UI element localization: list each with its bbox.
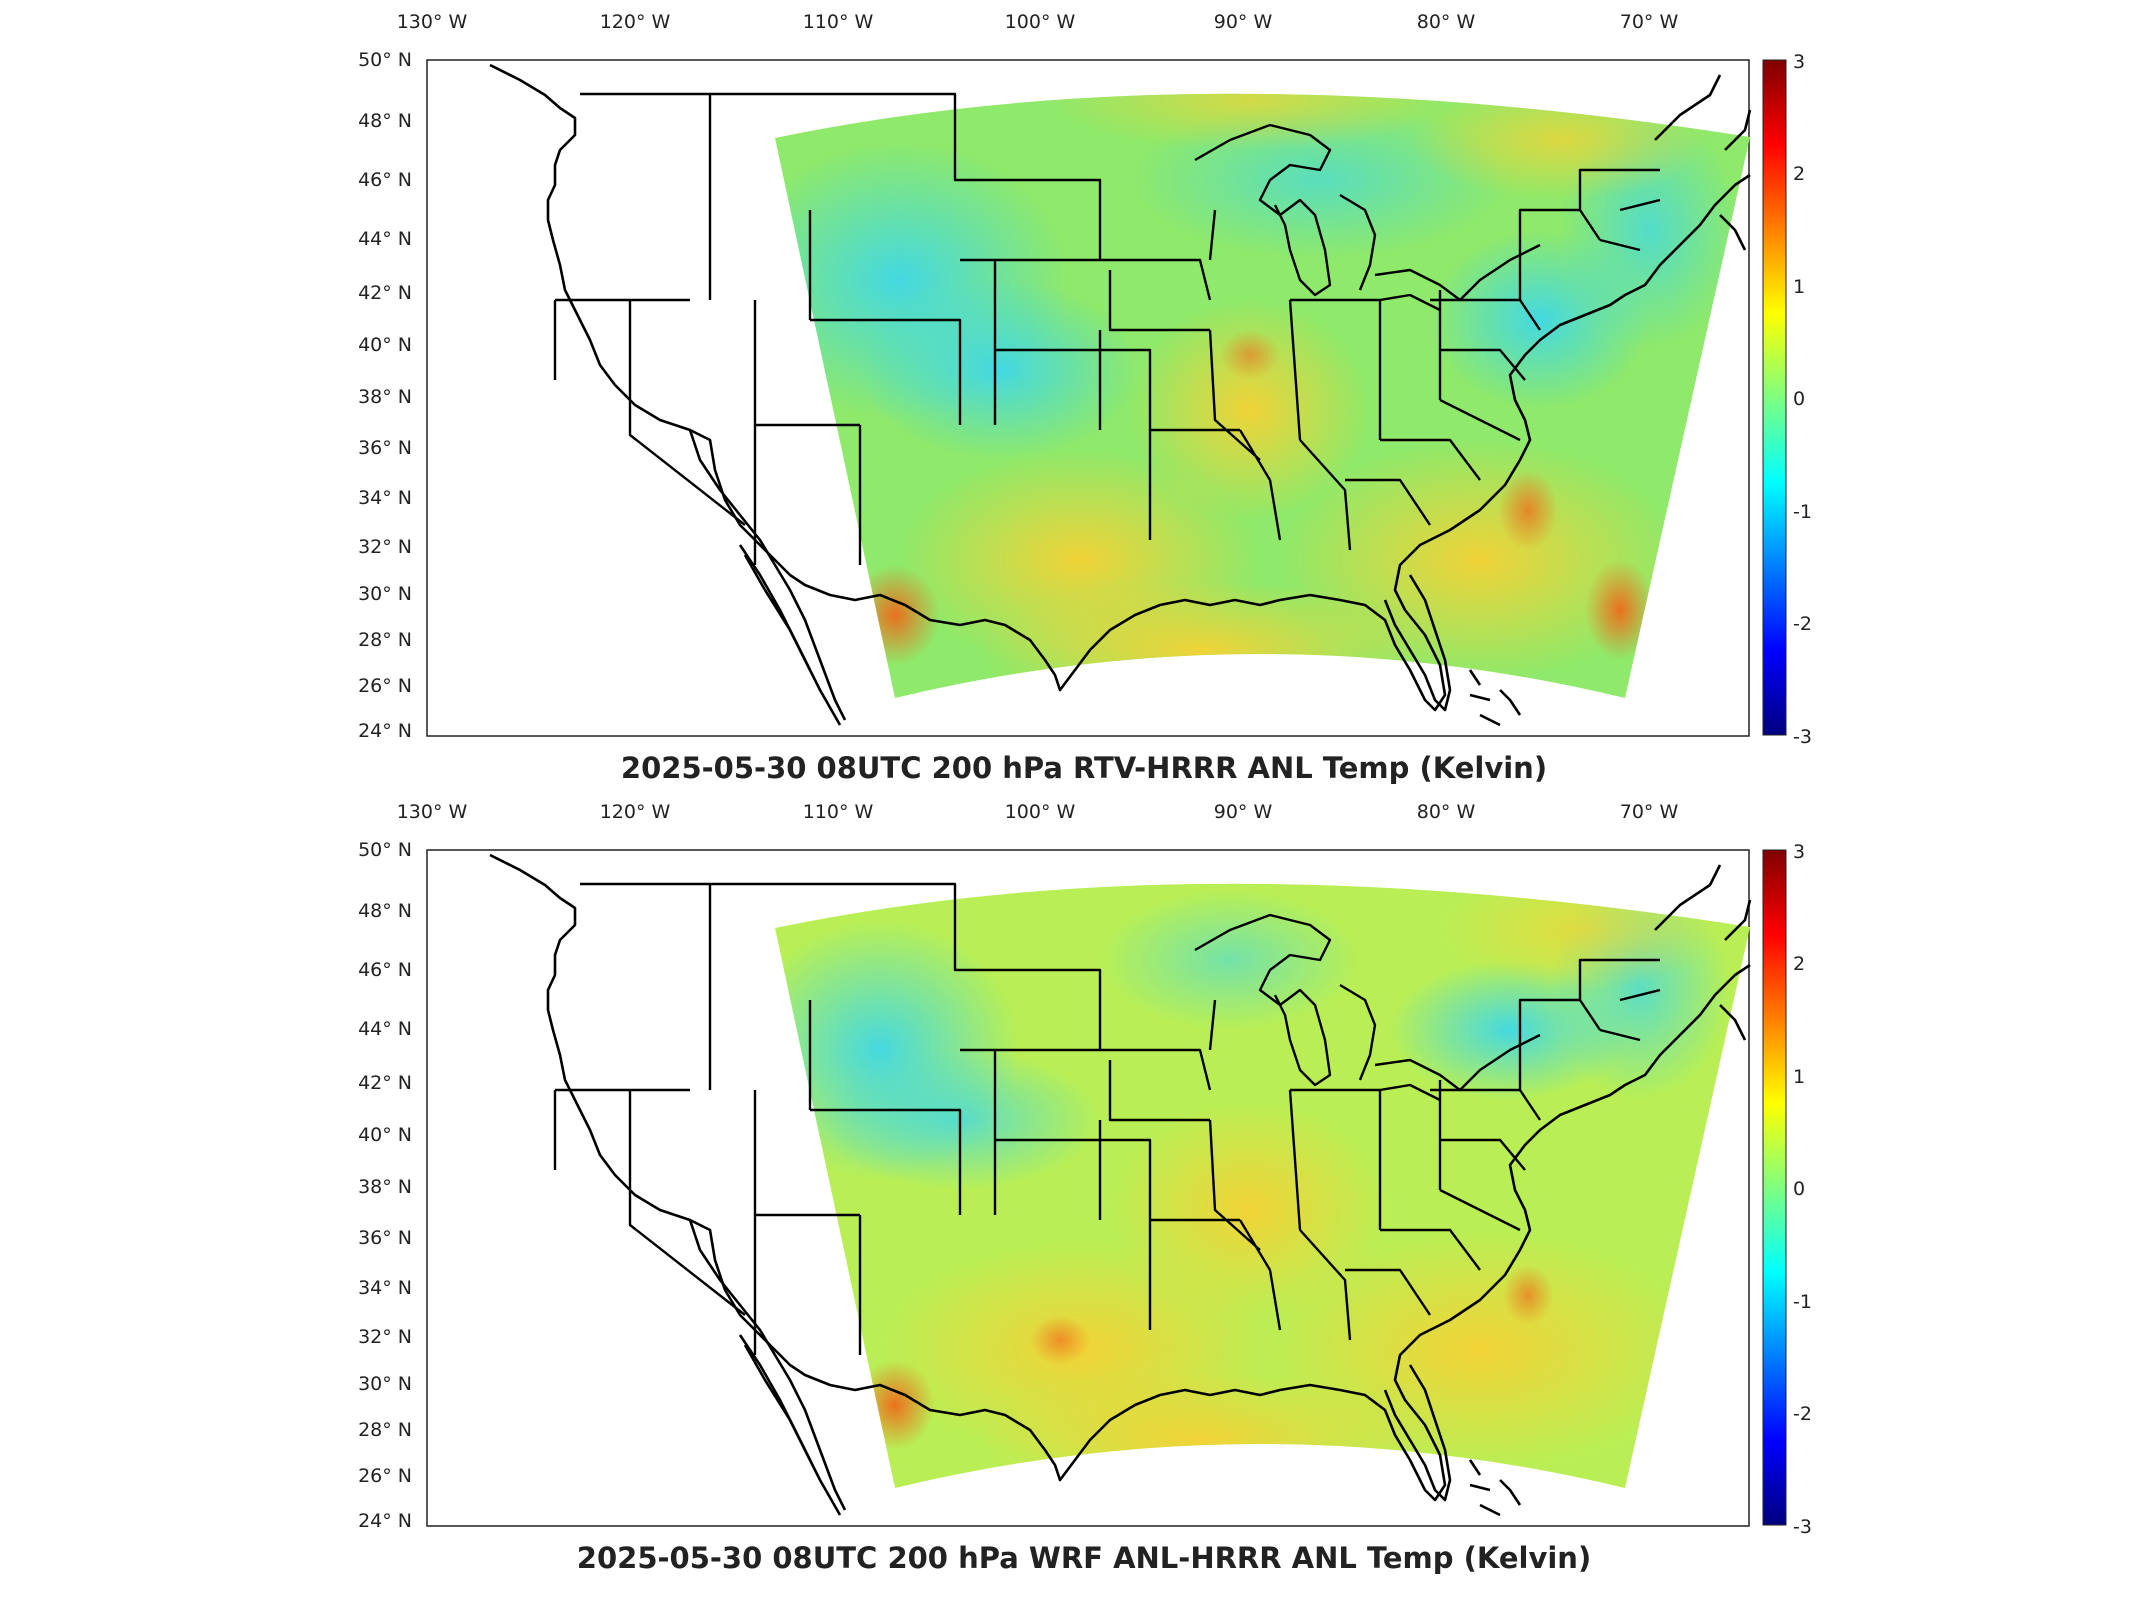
lat-label: 26° N: [358, 1465, 412, 1487]
lat-label: 38° N: [358, 1176, 412, 1198]
colorbar-tick: 2: [1793, 953, 1805, 975]
lat-label: 28° N: [358, 629, 412, 651]
lat-label: 42° N: [358, 1072, 412, 1094]
colorbar-tick: 3: [1793, 841, 1805, 863]
lat-label: 40° N: [358, 1124, 412, 1146]
lat-label: 50° N: [358, 839, 412, 861]
mexico-coastline: [688, 429, 847, 721]
lon-label: 90° W: [1214, 11, 1273, 33]
lon-label: 100° W: [1005, 801, 1076, 823]
colorbar-tick: 3: [1793, 51, 1805, 73]
lat-label: 26° N: [358, 675, 412, 697]
lat-label: 46° N: [358, 959, 412, 981]
colorbar-tick: -2: [1793, 1403, 1812, 1425]
colorbar-tick: 0: [1793, 1178, 1805, 1200]
lon-label: 70° W: [1620, 11, 1679, 33]
lat-label: 36° N: [358, 1227, 412, 1249]
lon-labels: 130° W 120° W 110° W 100° W 90° W 80° W …: [397, 801, 1679, 823]
gulf-of-california: [743, 1344, 812, 1461]
lat-label: 48° N: [358, 900, 412, 922]
lat-label: 38° N: [358, 386, 412, 408]
lat-label: 24° N: [358, 720, 412, 742]
panel-title: 2025-05-30 08UTC 200 hPa WRF ANL-HRRR AN…: [577, 1541, 1591, 1575]
lat-label: 24° N: [358, 1510, 412, 1532]
lon-label: 100° W: [1005, 11, 1076, 33]
colorbar-tick: -2: [1793, 613, 1812, 635]
lat-label: 32° N: [358, 536, 412, 558]
lon-label: 130° W: [397, 801, 468, 823]
colorbar-tick: -3: [1793, 1516, 1812, 1538]
colorbar-tick: -3: [1793, 726, 1812, 748]
lat-label: 40° N: [358, 334, 412, 356]
panel-top: 50° N 48° N 46° N 44° N 42° N 40° N 38° …: [358, 11, 1812, 785]
lat-label: 44° N: [358, 228, 412, 250]
canada-coast-ne: [1654, 864, 1752, 1041]
lon-label: 80° W: [1417, 801, 1476, 823]
lat-label: 30° N: [358, 583, 412, 605]
lat-label: 50° N: [358, 49, 412, 71]
lat-labels: 50° N 48° N 46° N 44° N 42° N 40° N 38° …: [358, 839, 412, 1532]
colorbar: [1762, 849, 1787, 1526]
great-lakes: [1194, 123, 1541, 312]
state-borders: [553, 882, 1661, 1355]
florida: [1383, 1364, 1452, 1502]
lon-label: 130° W: [397, 11, 468, 33]
lon-label: 80° W: [1417, 11, 1476, 33]
colorbar-tick: 1: [1793, 1066, 1805, 1088]
lat-label: 42° N: [358, 282, 412, 304]
lat-label: 34° N: [358, 487, 412, 509]
colorbar-tick: -1: [1793, 1291, 1812, 1313]
lat-label: 32° N: [358, 1326, 412, 1348]
panel-title: 2025-05-30 08UTC 200 hPa RTV-HRRR ANL Te…: [621, 751, 1547, 785]
gulf-of-california: [743, 554, 812, 671]
map-figure-top: 50° N 48° N 46° N 44° N 42° N 40° N 38° …: [358, 11, 1812, 785]
lon-label: 120° W: [600, 801, 671, 823]
colorbar: [1762, 59, 1787, 736]
cuba-bahamas: [1468, 1459, 1522, 1517]
colorbar-ticks: 3 2 1 0 -1 -2 -3: [1793, 841, 1812, 1538]
cuba-bahamas: [1468, 669, 1522, 727]
colorbar-tick: 2: [1793, 163, 1805, 185]
lon-label: 110° W: [803, 801, 874, 823]
mexico-coastline: [688, 1219, 847, 1511]
lon-label: 70° W: [1620, 801, 1679, 823]
lat-label: 34° N: [358, 1277, 412, 1299]
us-coastline: [489, 63, 1751, 712]
lat-labels: 50° N 48° N 46° N 44° N 42° N 40° N 38° …: [358, 49, 412, 742]
canada-coast-ne: [1654, 74, 1752, 251]
florida: [1383, 574, 1452, 712]
us-coastline: [489, 853, 1751, 1502]
temperature-field: [775, 883, 1750, 1489]
panel-bottom: 50° N 48° N 46° N 44° N 42° N 40° N 38° …: [0, 790, 2133, 1590]
lat-label: 36° N: [358, 437, 412, 459]
lat-label: 44° N: [358, 1018, 412, 1040]
colorbar-ticks: 3 2 1 0 -1 -2 -3: [1793, 51, 1812, 748]
colorbar-tick: 1: [1793, 276, 1805, 298]
colorbar-tick: -1: [1793, 501, 1812, 523]
great-lakes: [1194, 913, 1541, 1102]
lon-label: 110° W: [803, 11, 874, 33]
lon-label: 120° W: [600, 11, 671, 33]
lat-label: 28° N: [358, 1419, 412, 1441]
state-borders: [553, 92, 1661, 565]
lat-label: 46° N: [358, 169, 412, 191]
colorbar-tick: 0: [1793, 388, 1805, 410]
lon-label: 90° W: [1214, 801, 1273, 823]
map-figure-bottom: 50° N 48° N 46° N 44° N 42° N 40° N 38° …: [358, 801, 1812, 1575]
lat-label: 30° N: [358, 1373, 412, 1395]
lat-label: 48° N: [358, 110, 412, 132]
lon-labels: 130° W 120° W 110° W 100° W 90° W 80° W …: [397, 11, 1679, 33]
